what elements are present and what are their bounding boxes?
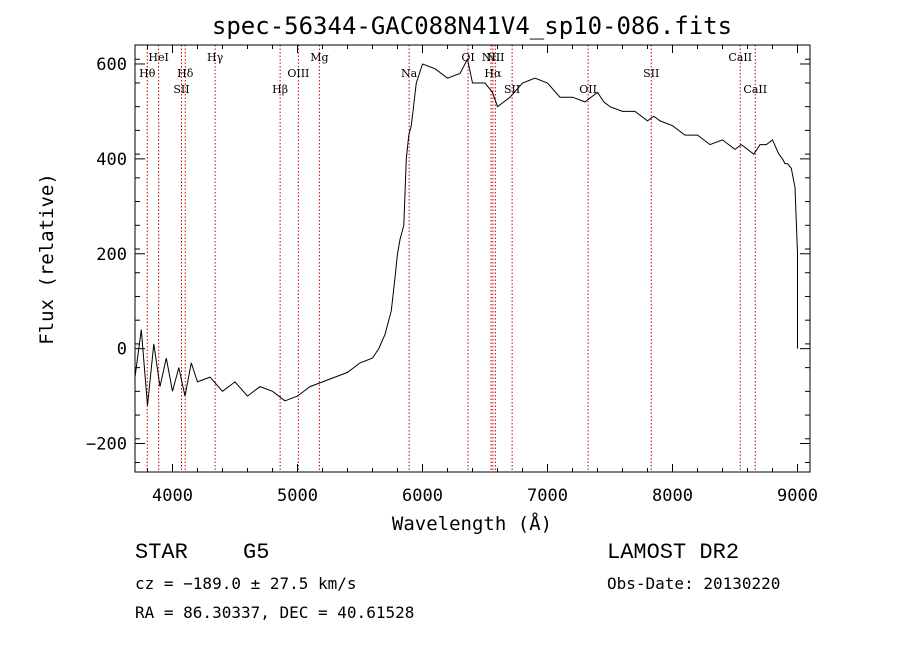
spectral-line-label: Hδ: [177, 67, 194, 80]
spectral-line-label: NII: [482, 51, 500, 64]
spectral-line-label: SII: [643, 67, 659, 80]
y-tick-label: −200: [86, 435, 127, 455]
x-axis-label: Wavelength (Å): [392, 512, 552, 535]
spectral-line-label: NII: [486, 51, 504, 64]
spectral-line-label: CaII: [743, 83, 767, 96]
observation-date: Obs-Date: 20130220: [607, 574, 781, 593]
chart-title: spec-56344-GAC088N41V4_sp10-086.fits: [212, 12, 732, 40]
spectral-line-label: OII: [579, 83, 597, 96]
spectral-line-label: Hθ: [139, 67, 156, 80]
object-subclass: G5: [243, 540, 270, 565]
spectral-line-label: SII: [504, 83, 520, 96]
x-tick-label: 7000: [527, 486, 568, 506]
x-tick-label: 9000: [777, 486, 818, 506]
redshift-value: cz = −189.0 ± 27.5 km/s: [135, 574, 357, 593]
spectral-line-markers: [146, 45, 756, 472]
y-axis: −200 0 200 400 600: [86, 55, 810, 464]
y-tick-label: 200: [96, 245, 127, 265]
coordinates: RA = 86.30337, DEC = 40.61528: [135, 603, 415, 622]
x-axis: 4000 5000 6000 7000 8000 9000: [147, 45, 818, 506]
spectrum-line: [134, 57, 798, 406]
x-tick-label: 6000: [402, 486, 443, 506]
y-axis-label: Flux (relative): [36, 173, 58, 345]
survey-name: LAMOST DR2: [607, 540, 740, 565]
spectral-line-label: OIII: [287, 67, 309, 80]
spectral-line-label: SII: [173, 83, 189, 96]
spectral-line-label: Hγ: [207, 51, 224, 64]
y-tick-label: 400: [96, 150, 127, 170]
plot-frame: [134, 44, 811, 473]
spectral-line-label: HeI: [148, 51, 168, 64]
x-tick-label: 8000: [652, 486, 693, 506]
object-class: STAR: [135, 540, 188, 565]
y-tick-label: 600: [96, 55, 127, 75]
spectral-line-label: Na: [401, 67, 418, 80]
spectral-line-label: Mg: [310, 51, 328, 64]
spectral-line-label: OI: [461, 51, 474, 64]
spectral-line-label: Hα: [484, 67, 502, 80]
spectral-line-label: Hβ: [272, 83, 288, 96]
x-tick-label: 5000: [277, 486, 318, 506]
y-tick-label: 0: [117, 340, 127, 360]
x-tick-label: 4000: [152, 486, 193, 506]
spectral-line-label: CaII: [728, 51, 752, 64]
